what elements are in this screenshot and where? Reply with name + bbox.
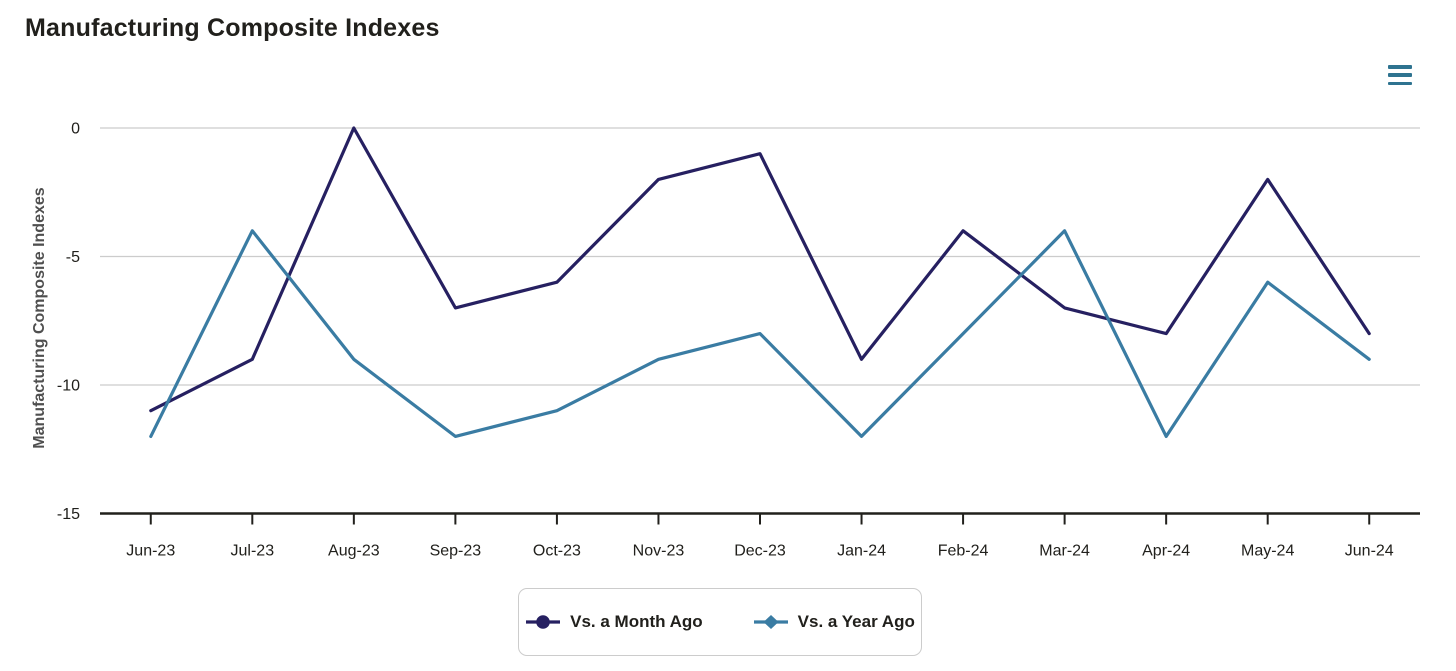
circle-marker-icon [526, 615, 561, 629]
x-axis-tick-label: Jan-24 [837, 543, 886, 560]
chart-title: Manufacturing Composite Indexes [25, 14, 440, 42]
y-axis-tick-label: 0 [71, 121, 80, 138]
x-axis-tick-label: Nov-23 [633, 543, 685, 560]
x-axis-tick-label: Jun-23 [126, 543, 175, 560]
series-line-vs-a-year-ago[interactable] [149, 229, 1371, 438]
legend-label: Vs. a Month Ago [570, 612, 703, 631]
x-axis-tick-label: Apr-24 [1142, 543, 1190, 560]
hamburger-bar [1388, 81, 1412, 85]
legend-item-vs-a-month-ago[interactable]: Vs. a Month Ago [525, 612, 703, 632]
y-axis-title: Manufacturing Composite Indexes [31, 187, 48, 449]
x-axis-tick-label: Mar-24 [1039, 543, 1090, 560]
diamond-marker-icon [753, 615, 788, 629]
legend: Vs. a Month Ago Vs. a Year Ago [518, 588, 922, 656]
x-axis-tick-label: Jul-23 [231, 543, 275, 560]
x-axis-tick-label: Oct-23 [533, 543, 581, 560]
y-axis-tick-label: -10 [57, 378, 80, 395]
x-axis-tick-label: May-24 [1241, 543, 1294, 560]
y-axis-tick-label: -5 [66, 249, 80, 266]
y-axis-tick-label: -15 [57, 506, 80, 523]
series-line-vs-a-month-ago[interactable] [149, 126, 1371, 413]
x-axis-tick-label: Dec-23 [734, 543, 786, 560]
x-axis-tick-label: Aug-23 [328, 543, 380, 560]
legend-item-vs-a-year-ago[interactable]: Vs. a Year Ago [753, 612, 915, 632]
legend-label: Vs. a Year Ago [797, 612, 915, 631]
hamburger-menu-icon[interactable] [1388, 64, 1412, 86]
x-axis-tick-label: Jun-24 [1345, 543, 1394, 560]
x-axis-tick-label: Feb-24 [938, 543, 989, 560]
plot-area: 0 -5 -10 -15 Jun-23 Jul-23 Aug-23 Sep-23 Oct-23 N… [57, 121, 1420, 560]
x-axis-tick-label: Sep-23 [430, 543, 482, 560]
hamburger-bar [1388, 65, 1412, 69]
hamburger-bar [1388, 73, 1412, 77]
